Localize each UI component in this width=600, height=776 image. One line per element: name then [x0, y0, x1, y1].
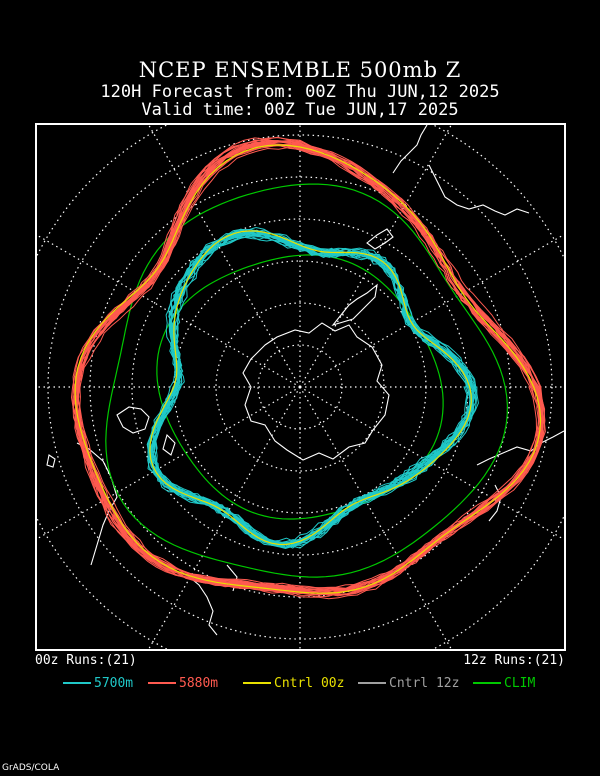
cntrl-00z-5880m-contour	[74, 144, 542, 594]
legend: 5700m 5880m Cntrl 00z Cntrl 12z CLIM	[0, 675, 600, 691]
ensemble-5880m-contour	[72, 141, 543, 597]
polar-map-panel	[35, 123, 566, 651]
legend-swatch-5880m	[148, 682, 176, 684]
meridian-line	[299, 233, 564, 388]
grads-credit: GrADS/COLA	[2, 763, 60, 773]
legend-item-clim: CLIM	[473, 675, 535, 691]
runs-12z-count: 12z Runs:(21)	[463, 653, 565, 668]
coastline	[331, 283, 378, 327]
legend-item-cntrl-12z: Cntrl 12z	[358, 675, 459, 691]
runs-00z-count: 00z Runs:(21)	[35, 653, 137, 668]
ensemble-5880m-contour	[73, 140, 544, 592]
contours-5880m	[70, 136, 546, 600]
ensemble-5700m-contour	[153, 233, 472, 545]
legend-swatch-cntrl-00z	[243, 682, 271, 684]
ensemble-5880m-contour	[74, 139, 546, 595]
clim-contour	[105, 183, 509, 578]
chart-title: NCEP ENSEMBLE 500mb Z	[138, 58, 462, 82]
contours-5700m	[146, 226, 479, 550]
legend-label-cntrl-00z: Cntrl 00z	[274, 675, 345, 691]
coastline	[242, 322, 390, 461]
ensemble-5700m-contour	[150, 236, 476, 546]
legend-item-5700m: 5700m	[63, 675, 133, 691]
meridian-line	[148, 386, 301, 649]
ensemble-5700m-contour	[146, 230, 479, 550]
coastline	[392, 125, 530, 216]
ensemble-5700m-contour	[152, 236, 474, 546]
polar-stereographic-map	[37, 125, 564, 649]
ensemble-5880m-contour	[75, 145, 540, 592]
legend-label-5700m: 5700m	[94, 675, 134, 691]
meridian-line	[37, 386, 301, 540]
coastline	[366, 228, 394, 250]
ensemble-5880m-contour	[76, 143, 542, 595]
ensemble-5880m-contour	[77, 144, 539, 594]
ensemble-5880m-contour	[75, 140, 544, 594]
legend-swatch-clim	[473, 682, 501, 684]
legend-label-clim: CLIM	[504, 675, 536, 691]
cntrl-00z-contours	[74, 144, 542, 594]
legend-swatch-5700m	[63, 682, 91, 684]
ensemble-5700m-contour	[148, 229, 478, 548]
lat-lon-grid	[37, 125, 564, 649]
legend-item-cntrl-00z: Cntrl 00z	[243, 675, 344, 691]
coastline	[76, 442, 118, 566]
legend-item-5880m: 5880m	[148, 675, 218, 691]
forecast-init-line: 120H Forecast from: 00Z Thu JUN,12 2025	[100, 82, 500, 102]
coastline	[46, 454, 56, 468]
latitude-circle	[47, 134, 553, 640]
legend-swatch-cntrl-12z	[358, 682, 386, 684]
meridian-line	[299, 386, 452, 649]
valid-time-line: Valid time: 00Z Tue JUN,17 2025	[141, 100, 459, 120]
coastline	[116, 406, 150, 434]
cntrl-00z-5700m-contour	[149, 230, 472, 546]
latitude-circle	[215, 302, 385, 472]
meridian-line	[37, 234, 301, 388]
ensemble-5700m-contour	[154, 232, 476, 547]
legend-label-5880m: 5880m	[179, 675, 219, 691]
ensemble-5880m-contour	[74, 143, 542, 592]
latitude-circle	[257, 344, 343, 430]
coastline	[162, 433, 176, 456]
meridian-line	[299, 386, 564, 541]
legend-label-cntrl-12z: Cntrl 12z	[389, 675, 460, 691]
ensemble-5880m-contour	[73, 138, 545, 600]
coastlines	[46, 125, 564, 636]
ensemble-5880m-contour	[70, 139, 545, 598]
